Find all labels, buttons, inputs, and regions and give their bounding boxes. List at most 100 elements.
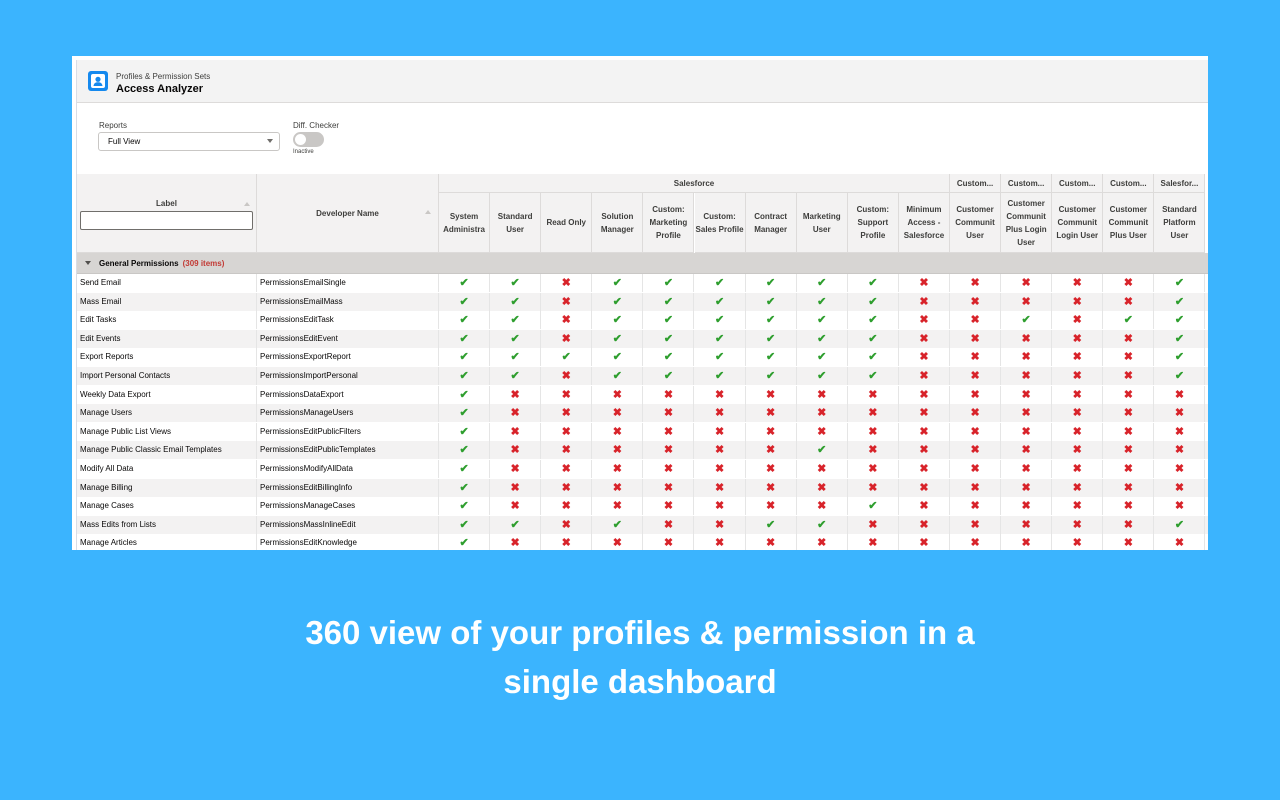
table-row: Export Reports PermissionsExportReport ✔ ✔ ✔…: [77, 348, 1208, 367]
label-header-text: Label: [156, 199, 177, 208]
column-header[interactable]: Contract Manager: [745, 193, 797, 253]
reports-label: Reports: [99, 121, 128, 130]
check-icon: ✔: [643, 311, 695, 330]
permission-label: Manage Cases: [77, 497, 257, 516]
cross-icon: ✖: [541, 441, 593, 460]
check-icon: ✔: [490, 329, 542, 348]
cross-icon: ✖: [592, 534, 644, 550]
cross-icon: ✖: [797, 422, 848, 441]
permission-label: Manage Billing: [77, 478, 257, 497]
page-title: Access Analyzer: [116, 83, 204, 95]
label-column-header[interactable]: Label: [77, 174, 257, 253]
cross-icon: ✖: [1001, 404, 1053, 423]
diff-checker-label: Diff. Checker: [293, 121, 340, 130]
column-header[interactable]: Customer Communit Plus Login User: [1001, 193, 1053, 253]
column-header[interactable]: Standard User: [490, 193, 542, 253]
developer-name: PermissionsEmailSingle: [257, 274, 439, 292]
cross-icon: ✖: [1154, 497, 1206, 516]
cross-icon: ✖: [1052, 460, 1104, 478]
table-row: Import Personal Contacts PermissionsImpor…: [77, 367, 1208, 385]
app-window: Profiles & Permission Sets Access Analyz…: [72, 56, 1208, 550]
cross-icon: ✖: [746, 385, 797, 404]
check-icon: ✔: [439, 348, 491, 367]
cross-icon: ✖: [1001, 274, 1053, 292]
reports-select-value: Full View: [108, 137, 141, 146]
column-header[interactable]: Customer Communit Login User: [1052, 193, 1104, 253]
label-filter-input[interactable]: [80, 211, 253, 230]
cross-icon: ✖: [1001, 329, 1053, 348]
cross-icon: ✖: [1154, 441, 1206, 460]
cross-icon: ✖: [490, 534, 542, 550]
check-icon: ✔: [643, 367, 695, 385]
check-icon: ✔: [439, 367, 491, 385]
reports-select[interactable]: Full View: [98, 132, 280, 151]
cross-icon: ✖: [1052, 329, 1104, 348]
cross-icon: ✖: [1052, 274, 1104, 292]
cross-icon: ✖: [1001, 292, 1053, 311]
column-header[interactable]: Marketing User: [796, 193, 848, 253]
cross-icon: ✖: [541, 460, 593, 478]
check-icon: ✔: [797, 292, 848, 311]
column-header[interactable]: Customer Communit User: [950, 193, 1002, 253]
cross-icon: ✖: [1052, 348, 1104, 367]
sort-icon: [244, 202, 250, 206]
check-icon: ✔: [490, 367, 542, 385]
check-icon: ✔: [848, 348, 899, 367]
cross-icon: ✖: [643, 460, 695, 478]
column-header[interactable]: Customer Communit Plus User: [1103, 193, 1155, 253]
cross-icon: ✖: [1103, 348, 1155, 367]
permission-label: Send Email: [77, 274, 257, 292]
check-icon: ✔: [439, 441, 491, 460]
cross-icon: ✖: [592, 404, 644, 423]
cross-icon: ✖: [1052, 385, 1104, 404]
cross-icon: ✖: [848, 385, 899, 404]
cross-icon: ✖: [695, 385, 746, 404]
cross-icon: ✖: [541, 404, 593, 423]
cross-icon: ✖: [1052, 292, 1104, 311]
check-icon: ✔: [848, 497, 899, 516]
cross-icon: ✖: [797, 497, 848, 516]
cross-icon: ✖: [1001, 348, 1053, 367]
check-icon: ✔: [439, 422, 491, 441]
check-icon: ✔: [746, 348, 797, 367]
check-icon: ✔: [695, 274, 746, 292]
cross-icon: ✖: [541, 329, 593, 348]
column-header[interactable]: Solution Manager: [592, 193, 644, 253]
check-icon: ✔: [592, 367, 644, 385]
column-header[interactable]: Custom: Marketing Profile: [643, 193, 695, 253]
cross-icon: ✖: [1052, 534, 1104, 550]
chevron-down-icon: [267, 139, 273, 143]
table-row: Manage Public Classic Email Templates Per…: [77, 441, 1208, 460]
check-icon: ✔: [695, 329, 746, 348]
permission-label: Edit Events: [77, 329, 257, 348]
diff-checker-toggle[interactable]: [293, 132, 324, 147]
cross-icon: ✖: [746, 478, 797, 497]
column-header[interactable]: Custom: Sales Profile: [694, 193, 746, 253]
developer-name: PermissionsEditEvent: [257, 329, 439, 348]
cross-icon: ✖: [541, 515, 593, 534]
cross-icon: ✖: [848, 534, 899, 550]
cross-icon: ✖: [592, 497, 644, 516]
column-header[interactable]: Standard Platform User: [1154, 193, 1206, 253]
check-icon: ✔: [592, 274, 644, 292]
column-header[interactable]: Minimum Access - Salesforce: [898, 193, 950, 253]
check-icon: ✔: [1154, 292, 1206, 311]
developer-name: PermissionsManageUsers: [257, 404, 439, 423]
check-icon: ✔: [490, 348, 542, 367]
developer-name-column-header[interactable]: Developer Name: [257, 174, 439, 253]
check-icon: ✔: [439, 329, 491, 348]
cross-icon: ✖: [1154, 534, 1206, 550]
check-icon: ✔: [643, 292, 695, 311]
group-header: Custom...: [950, 174, 1002, 193]
cross-icon: ✖: [1103, 441, 1155, 460]
column-header[interactable]: Read Only: [541, 193, 593, 253]
column-header[interactable]: Custom: Support Profile: [847, 193, 899, 253]
cross-icon: ✖: [950, 348, 1002, 367]
cross-icon: ✖: [848, 422, 899, 441]
cross-icon: ✖: [592, 422, 644, 441]
cross-icon: ✖: [950, 497, 1002, 516]
check-icon: ✔: [643, 329, 695, 348]
cross-icon: ✖: [541, 422, 593, 441]
column-header[interactable]: System Administra: [439, 193, 491, 253]
section-general-permissions[interactable]: General Permissions (309 items): [77, 253, 1208, 274]
